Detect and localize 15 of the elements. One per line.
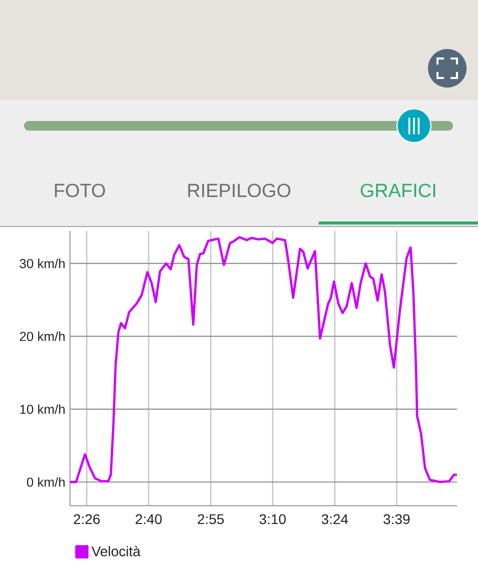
x-tick-label: 2:26: [74, 514, 100, 524]
text: GRAFICI: [360, 184, 436, 198]
y-tick-label: 20 km/h: [20, 332, 65, 342]
text: RIEPILOGO: [188, 184, 290, 198]
y-tick-label: 0 km/h: [26, 477, 65, 487]
x-tick-label: 3:24: [322, 514, 348, 524]
y-tick-label: 10 km/h: [20, 404, 65, 414]
text: FOTO: [55, 184, 105, 198]
x-tick-label: 2:55: [198, 514, 224, 524]
y-tick-label: 30 km/h: [20, 258, 65, 268]
x-tick-label: 2:40: [136, 514, 162, 524]
x-tick-label: 3:10: [260, 514, 286, 524]
legend-label: Velocità: [92, 546, 141, 556]
line-series: [70, 236, 457, 484]
x-tick-label: 3:39: [384, 514, 410, 524]
